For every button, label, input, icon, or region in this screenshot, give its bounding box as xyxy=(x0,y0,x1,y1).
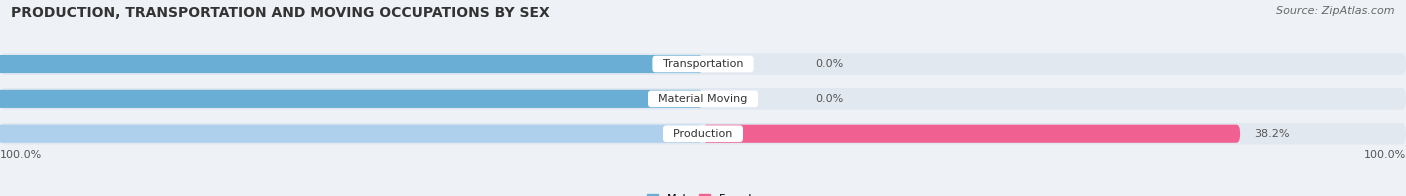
Legend: Male, Female: Male, Female xyxy=(647,194,759,196)
Text: 38.2%: 38.2% xyxy=(1254,129,1289,139)
Text: Production: Production xyxy=(666,129,740,139)
Text: Transportation: Transportation xyxy=(655,59,751,69)
FancyBboxPatch shape xyxy=(0,88,1406,110)
FancyBboxPatch shape xyxy=(0,125,703,143)
Text: Source: ZipAtlas.com: Source: ZipAtlas.com xyxy=(1277,6,1395,16)
FancyBboxPatch shape xyxy=(0,123,1406,144)
Text: 100.0%: 100.0% xyxy=(0,151,42,161)
FancyBboxPatch shape xyxy=(703,125,1240,143)
Text: Material Moving: Material Moving xyxy=(651,94,755,104)
Text: 0.0%: 0.0% xyxy=(815,59,844,69)
Text: PRODUCTION, TRANSPORTATION AND MOVING OCCUPATIONS BY SEX: PRODUCTION, TRANSPORTATION AND MOVING OC… xyxy=(11,6,550,20)
FancyBboxPatch shape xyxy=(0,55,703,73)
Text: 100.0%: 100.0% xyxy=(1364,151,1406,161)
Text: 0.0%: 0.0% xyxy=(815,94,844,104)
FancyBboxPatch shape xyxy=(0,53,1406,75)
FancyBboxPatch shape xyxy=(0,90,703,108)
